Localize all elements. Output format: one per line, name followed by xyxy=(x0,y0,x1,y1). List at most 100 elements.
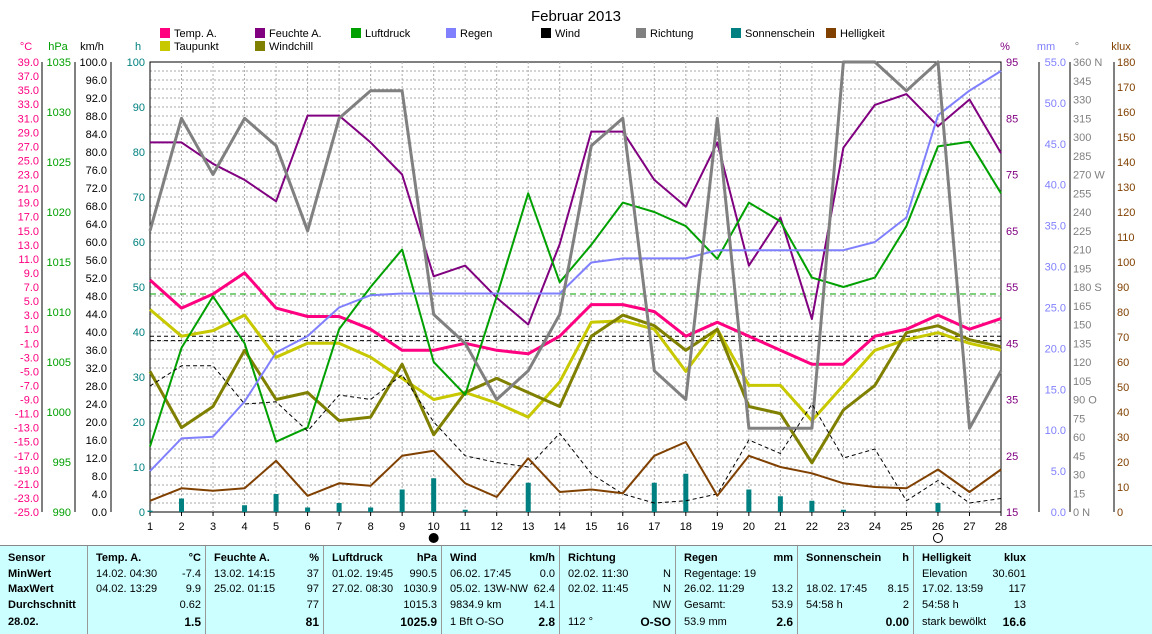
legend-label: Taupunkt xyxy=(174,41,219,53)
humidity-min-time: 13.02. 14:15 xyxy=(214,568,276,580)
wind-max: 62.4 xyxy=(533,583,555,595)
tick-label-mm: 15.0 xyxy=(1045,384,1066,396)
humidity-max-time: 25.02. 01:15 xyxy=(214,583,276,595)
temp-header: Temp. A. xyxy=(96,552,142,564)
legend-swatch xyxy=(255,41,265,51)
tick-label-temp: 1.0 xyxy=(24,324,39,336)
temp-max-time: 04.02. 13:29 xyxy=(96,583,158,595)
pressure-max: 1030.9 xyxy=(403,583,437,595)
direction-header: Richtung xyxy=(568,552,616,564)
sunshine-bars xyxy=(147,473,941,512)
x-tick-label: 7 xyxy=(336,521,342,533)
tick-label-klux: 180 xyxy=(1117,57,1135,69)
tick-label-h: 10 xyxy=(133,462,145,474)
rain-current: 2.6 xyxy=(776,615,793,629)
wind-min-time: 06.02. 17:45 xyxy=(450,568,512,580)
series-lines xyxy=(148,60,1003,504)
x-tick-label: 2 xyxy=(178,521,184,533)
tick-label-kmh: 32.0 xyxy=(86,363,107,375)
tick-label-temp: -7.0 xyxy=(20,380,39,392)
tick-label-temp: 19.0 xyxy=(18,198,39,210)
tick-label-temp: 29.0 xyxy=(18,127,39,139)
row-label-min: MinWert xyxy=(8,568,52,580)
wind-max-time: 05.02. 13W-NW xyxy=(450,583,529,595)
series-line-taupunkt xyxy=(149,308,1002,423)
tick-label-deg: 120 xyxy=(1073,357,1091,369)
tick-label-pct: 65 xyxy=(1006,226,1018,238)
direction-avg: NW xyxy=(652,599,671,611)
legend-label: Helligkeit xyxy=(840,28,885,40)
tick-label-h: 50 xyxy=(133,282,145,294)
tick-label-temp: 35.0 xyxy=(18,85,39,97)
tick-label-klux: 50 xyxy=(1117,382,1129,394)
tick-label-kmh: 76.0 xyxy=(86,165,107,177)
tick-label-kmh: 72.0 xyxy=(86,183,107,195)
tick-label-kmh: 12.0 xyxy=(86,453,107,465)
sunshine-bar xyxy=(399,489,405,512)
full-moon-icon xyxy=(932,533,943,543)
x-tick-label: 1 xyxy=(147,521,153,533)
tick-label-deg: 75 xyxy=(1073,413,1085,425)
legend-swatch xyxy=(351,28,361,38)
tick-label-klux: 130 xyxy=(1117,182,1135,194)
x-tick-label: 8 xyxy=(368,521,374,533)
x-tick-label: 28 xyxy=(995,521,1007,533)
x-tick-label: 27 xyxy=(963,521,975,533)
series-line-wind xyxy=(149,365,1002,504)
tick-label-temp: -1.0 xyxy=(20,338,39,350)
direction-current: O-SO xyxy=(640,615,671,629)
tick-label-klux: 150 xyxy=(1117,132,1135,144)
tick-label-deg: 30 xyxy=(1073,470,1085,482)
left-axes: 39.0 37.0 35.0 33.0 31.0 29.0 27.0 25.0 23.0 21.0… xyxy=(14,57,151,519)
tick-label-kmh: 20.0 xyxy=(86,417,107,429)
tick-label-kmh: 68.0 xyxy=(86,201,107,213)
tick-label-deg: 195 xyxy=(1073,263,1091,275)
legend-label: Sonnenschein xyxy=(745,28,815,40)
tick-label-deg: 180 S xyxy=(1073,282,1102,294)
tick-label-mm: 20.0 xyxy=(1045,343,1066,355)
x-tick-label: 4 xyxy=(241,521,247,533)
x-tick-label: 20 xyxy=(743,521,755,533)
tick-label-temp: -17.0 xyxy=(14,451,39,463)
x-tick-label: 3 xyxy=(210,521,216,533)
rain-days: Regentage: 19 xyxy=(684,568,757,580)
sunshine-bar xyxy=(935,503,941,512)
stats-col-rain: Regen mm Regentage: 19 26.02. 11:29 13.2 G… xyxy=(676,546,798,634)
brightness-max-time: 17.02. 13:59 xyxy=(922,583,984,595)
tick-label-deg: 300 xyxy=(1073,132,1091,144)
tick-label-kmh: 36.0 xyxy=(86,345,107,357)
legend-swatch xyxy=(731,28,741,38)
wind-distance: 9834.9 km xyxy=(450,599,502,611)
x-tick-label: 14 xyxy=(554,521,566,533)
tick-label-temp: 13.0 xyxy=(18,240,39,252)
tick-label-klux: 120 xyxy=(1117,207,1135,219)
rain-max-time: 26.02. 11:29 xyxy=(684,583,745,595)
tick-label-temp: 25.0 xyxy=(18,155,39,167)
tick-label-h: 30 xyxy=(133,372,145,384)
right-axes: 95 85 75 65 55 45 35 25 15 55.0 50.0 45.0 40.0 35.0 30… xyxy=(1006,57,1135,519)
series-line-luftdruck xyxy=(149,140,1002,447)
tick-label-pct: 45 xyxy=(1006,338,1018,350)
brightness-elevation: 30.601 xyxy=(992,568,1026,580)
direction-degrees: 112 ° xyxy=(568,616,593,628)
tick-label-h: 60 xyxy=(133,237,145,249)
legend-label: Wind xyxy=(555,28,580,40)
tick-label-pct: 55 xyxy=(1006,282,1018,294)
tick-label-temp: -23.0 xyxy=(14,493,39,505)
sunshine-max-time: 18.02. 17:45 xyxy=(806,583,868,595)
series-line-temp-a xyxy=(149,271,1002,366)
stats-col-temp: Temp. A. °C 14.02. 04:30 -7.4 04.02. 13:29… xyxy=(88,546,206,634)
tick-label-deg: 330 xyxy=(1073,95,1091,107)
tick-label-h: 40 xyxy=(133,327,145,339)
sunshine-bar xyxy=(147,510,153,512)
tick-label-temp: -15.0 xyxy=(14,437,39,449)
series-line-richtung xyxy=(148,60,1003,430)
legend-swatch xyxy=(160,41,170,51)
x-tick-label: 18 xyxy=(680,521,692,533)
sunshine-bar xyxy=(305,507,311,512)
tick-label-deg: 150 xyxy=(1073,320,1091,332)
brightness-condition: stark bewölkt xyxy=(922,616,987,628)
rain-total-label: Gesamt: xyxy=(684,599,726,611)
temp-unit: °C xyxy=(188,552,201,564)
